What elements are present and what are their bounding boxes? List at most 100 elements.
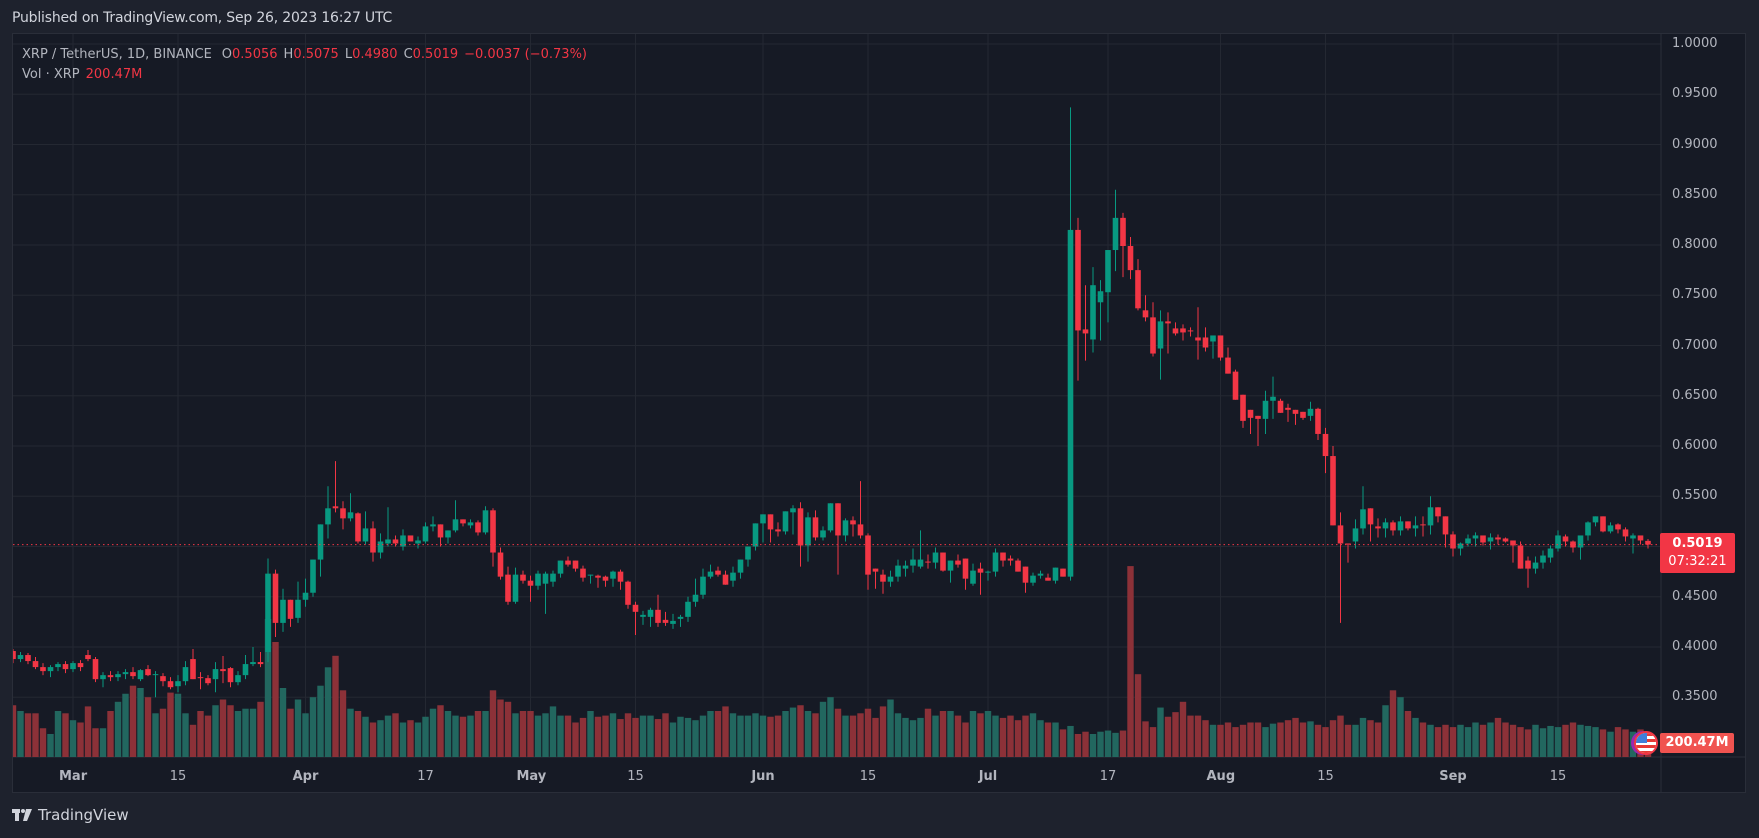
candle-body (1525, 560, 1531, 569)
volume-bar (1374, 722, 1382, 757)
candle-body (1232, 371, 1239, 400)
time-tick-label: Jun (751, 769, 775, 784)
volume-bar (954, 715, 962, 757)
volume-bar (849, 715, 857, 757)
volume-bar (1307, 721, 1314, 757)
volume-bar (287, 708, 294, 757)
volume-label[interactable]: Vol · XRP (22, 67, 80, 82)
chart-panel[interactable] (12, 33, 1746, 793)
candle-body (895, 565, 901, 577)
volume-bar (1014, 720, 1022, 757)
tradingview-logo[interactable]: TradingView (12, 806, 129, 824)
candle-body (1352, 528, 1359, 542)
volume-bar (182, 713, 189, 757)
volume-bar (609, 713, 617, 757)
volume-bar (1337, 715, 1344, 757)
volume-bar (84, 706, 92, 757)
volume-bar (759, 715, 767, 757)
candle-body (1592, 516, 1599, 523)
candle-body (715, 570, 721, 575)
candle-body (460, 519, 466, 524)
candle-body (1450, 534, 1456, 549)
volume-bar (1397, 697, 1404, 757)
candle-body (1480, 535, 1486, 543)
volume-bar (1577, 724, 1584, 757)
candle-body (805, 517, 811, 546)
candle-body (1247, 409, 1254, 418)
volume-bar (47, 734, 54, 757)
candle-body (925, 561, 931, 563)
volume-bar (497, 699, 504, 757)
candle-body (415, 540, 421, 544)
volume-bar (1442, 724, 1449, 757)
volume-bar (1007, 715, 1014, 757)
volume-bar (17, 711, 24, 757)
volume-bar (992, 715, 999, 757)
volume-bar (1607, 731, 1614, 757)
volume-bar (1622, 729, 1629, 757)
symbol-label[interactable]: XRP / TetherUS, 1D, BINANCE (22, 47, 212, 62)
volume-bar (77, 722, 84, 757)
volume-bar (527, 711, 534, 757)
candle-body (1322, 433, 1329, 457)
price-tick-label: 0.8500 (1672, 186, 1718, 202)
candle-body (707, 571, 714, 577)
candle-body (310, 559, 316, 593)
candle-body (475, 522, 481, 533)
volume-bar (242, 708, 249, 757)
candle-body (1060, 568, 1066, 577)
volume-bar (1584, 725, 1592, 757)
volume-bar (1232, 727, 1239, 757)
candle-body (190, 659, 196, 680)
candle-body (1427, 507, 1434, 526)
volume-bar (32, 713, 39, 757)
candle-body (1607, 525, 1614, 532)
volume-bar (1314, 724, 1322, 757)
candle-body (467, 522, 474, 526)
candle-body (1307, 408, 1314, 416)
volume-bar (602, 715, 609, 757)
volume-bar (932, 715, 939, 757)
volume-bar (414, 722, 422, 757)
volume-bar (1389, 690, 1397, 757)
candle-body (1127, 246, 1134, 271)
candle-body (445, 530, 451, 538)
candle-body (1630, 535, 1636, 539)
candle-body (482, 510, 489, 533)
time-tick-label: Jul (978, 769, 998, 784)
volume-bar (197, 711, 204, 757)
volume-bar (1427, 724, 1434, 757)
candle-body (302, 592, 309, 600)
candle-body (1007, 558, 1014, 561)
volume-bar (422, 716, 429, 757)
candle-body (932, 552, 939, 563)
candle-body (1150, 317, 1156, 354)
candle-body (1225, 357, 1231, 374)
volume-bar (677, 716, 684, 757)
price-tick-label: 0.3500 (1672, 689, 1718, 705)
volume-bar (1479, 724, 1487, 757)
volume-bar (767, 716, 774, 757)
candle-body (587, 574, 594, 576)
candle-body (677, 616, 684, 619)
volume-bar (1247, 722, 1254, 757)
volume-bar (879, 706, 887, 757)
volume-bar (234, 711, 242, 757)
volume-bar (1217, 724, 1224, 757)
candle-body (850, 520, 856, 525)
volume-bar (1344, 724, 1352, 757)
us-flag-icon[interactable] (1634, 731, 1658, 755)
candle-body (1502, 538, 1509, 542)
volume-bar (129, 685, 137, 757)
candle-body (617, 571, 624, 582)
price-tick-label: 0.6500 (1672, 387, 1718, 403)
volume-bar (137, 688, 144, 757)
volume-bar (167, 692, 174, 757)
candle-body (1555, 535, 1561, 549)
volume-bar (369, 722, 377, 757)
volume-bar (54, 711, 62, 757)
volume-bar (144, 697, 152, 757)
volume-bar (534, 715, 542, 757)
volume-bar (1052, 722, 1059, 757)
